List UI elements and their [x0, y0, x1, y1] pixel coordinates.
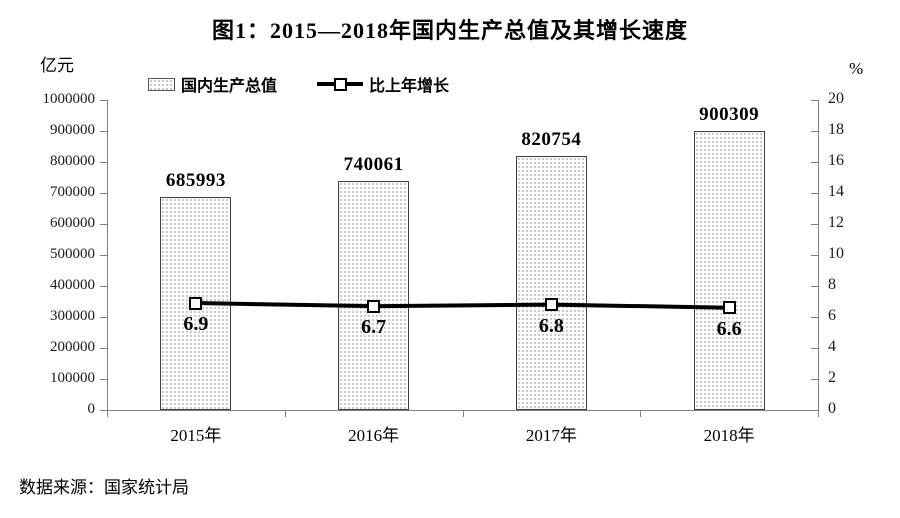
left-axis-tick	[100, 131, 107, 132]
left-axis-tick-label: 0	[87, 401, 96, 417]
growth-line-marker	[544, 298, 558, 312]
right-axis-tick-label: 12	[828, 214, 844, 231]
left-axis-tick	[100, 100, 107, 101]
left-axis-unit: 亿元	[40, 56, 74, 75]
right-axis-tick	[811, 348, 818, 349]
gdp-bar	[693, 130, 765, 410]
data-source: 数据来源：国家统计局	[19, 478, 189, 497]
right-axis-tick-label: 0	[828, 400, 836, 417]
right-axis-tick	[811, 193, 818, 194]
x-axis-category-label: 2017年	[525, 426, 577, 445]
left-axis-tick	[100, 286, 107, 287]
gdp-bar-value-label: 900309	[699, 103, 760, 125]
left-axis-line	[107, 100, 108, 410]
bar-swatch-icon	[148, 77, 175, 91]
right-axis-tick-label: 14	[828, 183, 844, 200]
x-axis-tick	[818, 410, 819, 417]
x-axis-tick	[640, 410, 642, 417]
left-axis-tick	[100, 379, 107, 380]
x-axis-category-label: 2016年	[348, 426, 400, 445]
right-axis-line	[818, 100, 819, 410]
right-axis-tick	[811, 410, 818, 411]
legend: 国内生产总值 比上年增长	[148, 72, 449, 96]
right-axis-tick	[811, 162, 818, 163]
left-axis-tick	[100, 348, 107, 349]
right-axis-tick-label: 10	[828, 245, 844, 262]
gdp-bar-value-label: 740061	[343, 153, 404, 175]
legend-label-growth: 比上年增长	[369, 78, 450, 95]
right-axis-unit: %	[849, 59, 864, 78]
left-axis-tick-label: 1000000	[42, 91, 96, 107]
growth-value-label: 6.8	[538, 314, 564, 337]
right-axis-tick	[811, 131, 818, 132]
left-axis-tick-label: 500000	[50, 246, 95, 262]
right-axis-tick-label: 20	[828, 90, 844, 107]
legend-label-gdp: 国内生产总值	[181, 78, 278, 95]
x-axis-tick	[107, 410, 108, 417]
left-axis-tick	[100, 410, 107, 411]
left-axis-tick-label: 800000	[50, 153, 95, 169]
left-axis-tick	[100, 224, 107, 225]
left-axis-tick	[100, 255, 107, 256]
right-axis-tick-label: 6	[828, 307, 836, 324]
x-axis-tick	[462, 410, 464, 417]
gdp-bar	[515, 155, 587, 410]
right-axis-tick-label: 18	[828, 121, 844, 138]
growth-value-label: 6.7	[361, 316, 387, 339]
legend-item-growth: 比上年增长	[317, 72, 449, 96]
chart-title: 图1：2015—2018年国内生产总值及其增长速度	[211, 18, 688, 43]
right-axis-tick	[811, 379, 818, 380]
right-axis-tick-label: 8	[828, 276, 836, 293]
left-axis-tick	[100, 317, 107, 318]
x-axis-category-label: 2015年	[170, 426, 222, 445]
right-axis-tick-label: 16	[828, 152, 844, 169]
left-axis-tick-label: 100000	[50, 370, 95, 386]
left-axis-tick-label: 900000	[50, 122, 95, 138]
x-axis-tick	[284, 410, 286, 417]
line-marker-swatch-icon	[317, 77, 364, 91]
growth-value-label: 6.9	[183, 313, 209, 336]
gdp-bar-value-label: 820754	[521, 128, 582, 150]
right-axis-tick	[811, 100, 818, 101]
growth-line-marker	[189, 296, 203, 310]
x-axis-category-label: 2018年	[703, 426, 755, 445]
legend-item-gdp: 国内生产总值	[148, 72, 277, 96]
left-axis-tick	[100, 162, 107, 163]
left-axis-tick-label: 700000	[50, 184, 95, 200]
line-swatch-marker	[333, 77, 347, 91]
right-axis-tick	[811, 286, 818, 287]
growth-line-marker	[367, 299, 381, 313]
left-axis-tick-label: 300000	[50, 308, 95, 324]
right-axis-tick	[811, 224, 818, 225]
growth-line-marker	[722, 301, 736, 315]
right-axis-tick	[811, 317, 818, 318]
gdp-bar-value-label: 685993	[165, 170, 226, 192]
right-axis-tick-label: 2	[828, 369, 836, 386]
growth-value-label: 6.6	[716, 317, 742, 340]
left-axis-tick-label: 600000	[50, 215, 95, 231]
left-axis-tick	[100, 193, 107, 194]
right-axis-tick	[811, 255, 818, 256]
gdp-bar	[338, 180, 410, 410]
left-axis-tick-label: 200000	[50, 339, 95, 355]
right-axis-tick-label: 4	[828, 338, 836, 355]
left-axis-tick-label: 400000	[50, 277, 95, 293]
